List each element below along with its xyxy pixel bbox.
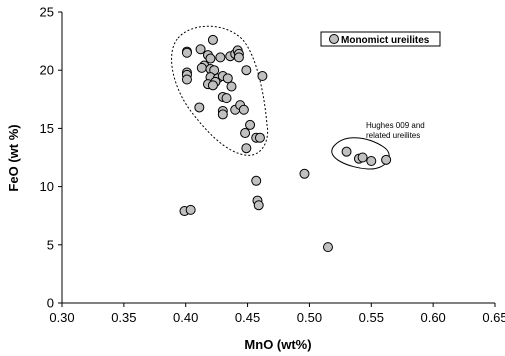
data-point-monomict: [207, 34, 218, 45]
y-tick-label: 15: [40, 121, 54, 136]
data-point-monomict: [299, 168, 310, 179]
data-point-hughes-009: [341, 146, 352, 157]
data-point-monomict: [205, 53, 216, 64]
data-point-monomict: [245, 119, 256, 130]
data-point-monomict: [226, 81, 237, 92]
data-point-monomict: [196, 62, 207, 73]
data-point-monomict: [251, 175, 262, 186]
x-axis-title: MnO (wt%): [244, 337, 311, 352]
data-point-hughes-009: [357, 152, 368, 163]
data-point-monomict: [181, 74, 192, 85]
data-point-monomict: [253, 200, 264, 211]
legend-label: Monomict ureilites: [341, 35, 430, 46]
annotation-line-2: related ureilites: [366, 131, 420, 140]
data-point-monomict: [240, 128, 251, 139]
data-point-hughes-009: [381, 154, 392, 165]
x-tick-label: 0.55: [359, 310, 384, 325]
x-tick-label: 0.45: [235, 310, 260, 325]
data-point-monomict: [233, 52, 244, 63]
data-point-monomict: [207, 80, 218, 91]
x-tick-label: 0.30: [49, 310, 74, 325]
y-axis-title: FeO (wt %): [6, 124, 21, 191]
plot-area: [62, 12, 495, 303]
y-tick-label: 5: [47, 237, 54, 252]
data-point-monomict: [238, 104, 249, 115]
annotation-line-1: Hughes 009 and: [366, 121, 425, 130]
x-tick-label: 0.60: [420, 310, 445, 325]
data-point-monomict: [195, 44, 206, 55]
x-tick-label: 0.50: [297, 310, 322, 325]
data-point-monomict: [241, 143, 252, 154]
y-tick-label: 10: [40, 179, 54, 194]
data-point-monomict: [221, 93, 232, 104]
x-tick-label: 0.35: [111, 310, 136, 325]
data-point-monomict: [241, 65, 252, 76]
x-tick-label: 0.40: [173, 310, 198, 325]
data-point-monomict: [194, 102, 205, 113]
data-point-monomict: [217, 109, 228, 120]
data-point-monomict: [181, 47, 192, 58]
y-tick-label: 0: [47, 296, 54, 311]
data-point-hughes-009: [366, 155, 377, 166]
annotation-hughes-009: Hughes 009 and related ureilites: [366, 121, 425, 140]
data-point-monomict: [254, 132, 265, 143]
legend-box: [320, 31, 441, 47]
data-point-monomict: [215, 52, 226, 63]
data-point-monomict: [322, 242, 333, 253]
data-point-monomict: [257, 71, 268, 82]
data-point-monomict: [185, 204, 196, 215]
x-tick-label: 0.65: [482, 310, 505, 325]
legend-marker: [329, 34, 339, 44]
y-tick-label: 25: [40, 5, 54, 20]
y-tick-label: 20: [40, 63, 54, 78]
legend: Monomict ureilites: [320, 31, 441, 47]
data-point-monomict: [222, 73, 233, 84]
